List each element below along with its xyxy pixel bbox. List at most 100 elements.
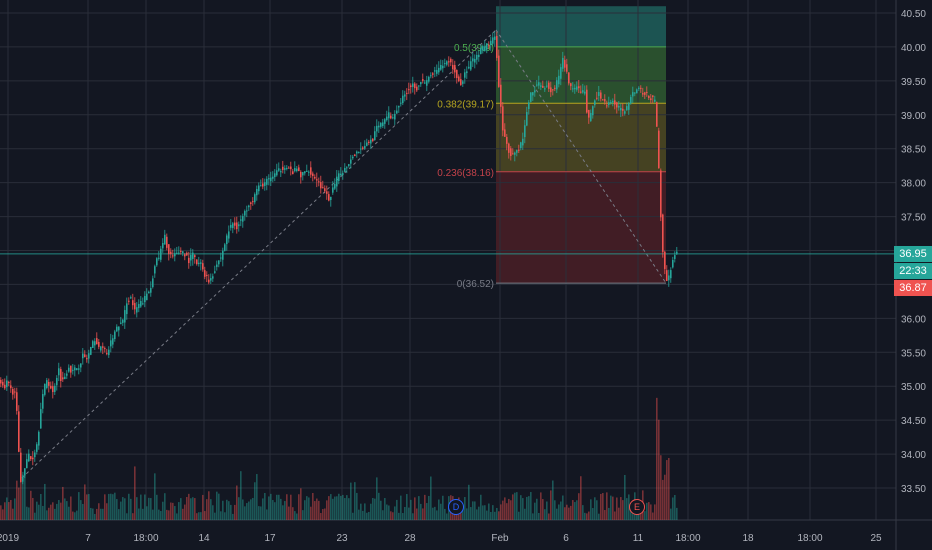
x-tick-label-6: 28 bbox=[404, 533, 416, 544]
candle-body bbox=[196, 259, 198, 265]
volume-bar bbox=[496, 507, 498, 520]
candle-body bbox=[676, 251, 678, 254]
volume-bar bbox=[656, 397, 658, 520]
volume-bar bbox=[644, 511, 646, 520]
earnings-marker[interactable]: E bbox=[629, 499, 645, 515]
volume-bar bbox=[516, 492, 518, 520]
volume-bar bbox=[218, 493, 220, 520]
volume-bar bbox=[180, 498, 182, 520]
candle-body bbox=[652, 95, 654, 97]
fib-zone-2 bbox=[496, 103, 666, 172]
candle-body bbox=[16, 392, 18, 411]
y-tick-label-12: 39.50 bbox=[901, 77, 926, 88]
volume-bar bbox=[140, 494, 142, 520]
candle-body bbox=[136, 307, 138, 313]
candle-body bbox=[414, 83, 416, 89]
volume-bar bbox=[118, 509, 120, 520]
volume-bar bbox=[574, 502, 576, 520]
candle-body bbox=[306, 170, 308, 172]
candle-body bbox=[390, 115, 392, 119]
candle-body bbox=[352, 156, 354, 159]
candle-body bbox=[598, 92, 600, 96]
volume-bar bbox=[476, 509, 478, 520]
volume-bar bbox=[414, 497, 416, 520]
volume-bar bbox=[492, 505, 494, 520]
candle-body bbox=[8, 382, 10, 384]
candle-body bbox=[94, 341, 96, 346]
x-tick-label-7: Feb bbox=[491, 533, 509, 544]
volume-bar bbox=[426, 503, 428, 520]
volume-bar bbox=[532, 513, 534, 520]
candle-body bbox=[462, 81, 464, 84]
candle-body bbox=[264, 182, 266, 186]
y-tick-label-13: 40.00 bbox=[901, 43, 926, 54]
volume-bar bbox=[402, 513, 404, 520]
volume-bar bbox=[294, 511, 296, 520]
volume-bar bbox=[592, 508, 594, 520]
volume-bar bbox=[352, 512, 354, 520]
volume-bar bbox=[662, 479, 664, 520]
volume-bar bbox=[338, 493, 340, 520]
volume-bar bbox=[14, 498, 16, 520]
candle-body bbox=[226, 235, 228, 245]
volume-bar bbox=[64, 498, 66, 520]
candle-body bbox=[18, 411, 20, 452]
volume-bar bbox=[32, 497, 34, 520]
fib-zone-0 bbox=[496, 6, 666, 47]
volume-bar bbox=[582, 505, 584, 520]
volume-bar bbox=[18, 487, 20, 520]
volume-bar bbox=[502, 500, 504, 520]
candle-body bbox=[180, 250, 182, 252]
volume-bar bbox=[238, 497, 240, 520]
x-tick-label-2: 18:00 bbox=[133, 533, 158, 544]
candle-body bbox=[54, 385, 56, 392]
current-price-label: 36.95 bbox=[894, 245, 932, 262]
candle-body bbox=[320, 182, 322, 189]
x-tick-label-1: 7 bbox=[85, 533, 91, 544]
candle-body bbox=[268, 178, 270, 180]
volume-bar bbox=[364, 503, 366, 520]
volume-bar bbox=[468, 484, 470, 520]
volume-bar bbox=[674, 495, 676, 520]
volume-bar bbox=[518, 511, 520, 520]
candle-body bbox=[376, 125, 378, 132]
candle-body bbox=[536, 84, 538, 86]
volume-bar bbox=[410, 499, 412, 520]
volume-bar bbox=[618, 507, 620, 520]
volume-bar bbox=[40, 494, 42, 520]
candle-body bbox=[244, 211, 246, 216]
volume-bar bbox=[326, 500, 328, 520]
candle-body bbox=[660, 170, 662, 218]
candle-body bbox=[640, 87, 642, 89]
volume-bar bbox=[236, 485, 238, 520]
candle-body bbox=[430, 75, 432, 77]
candle-body bbox=[630, 97, 632, 104]
volume-bar bbox=[470, 507, 472, 520]
candle-body bbox=[128, 300, 130, 302]
volume-bar bbox=[614, 511, 616, 520]
candle-body bbox=[236, 222, 238, 230]
fib-trendline-down bbox=[495, 29, 667, 284]
volume-bar bbox=[4, 502, 6, 520]
volume-bar bbox=[148, 497, 150, 520]
candle-body bbox=[2, 381, 4, 386]
volume-bar bbox=[278, 494, 280, 520]
volume-bar bbox=[652, 512, 654, 520]
dividend-marker[interactable]: D bbox=[448, 499, 464, 515]
volume-bar bbox=[122, 497, 124, 520]
volume-bar bbox=[646, 502, 648, 520]
x-tick-label-12: 18:00 bbox=[797, 533, 822, 544]
candle-body bbox=[262, 183, 264, 187]
candle-body bbox=[72, 369, 74, 371]
candle-body bbox=[62, 377, 64, 380]
candle-body bbox=[596, 97, 598, 99]
candle-body bbox=[204, 270, 206, 277]
candle-body bbox=[398, 105, 400, 108]
candle-body bbox=[350, 159, 352, 164]
volume-bar bbox=[216, 491, 218, 520]
volume-bar bbox=[188, 493, 190, 520]
candle-body bbox=[528, 102, 530, 110]
candle-body bbox=[120, 322, 122, 324]
